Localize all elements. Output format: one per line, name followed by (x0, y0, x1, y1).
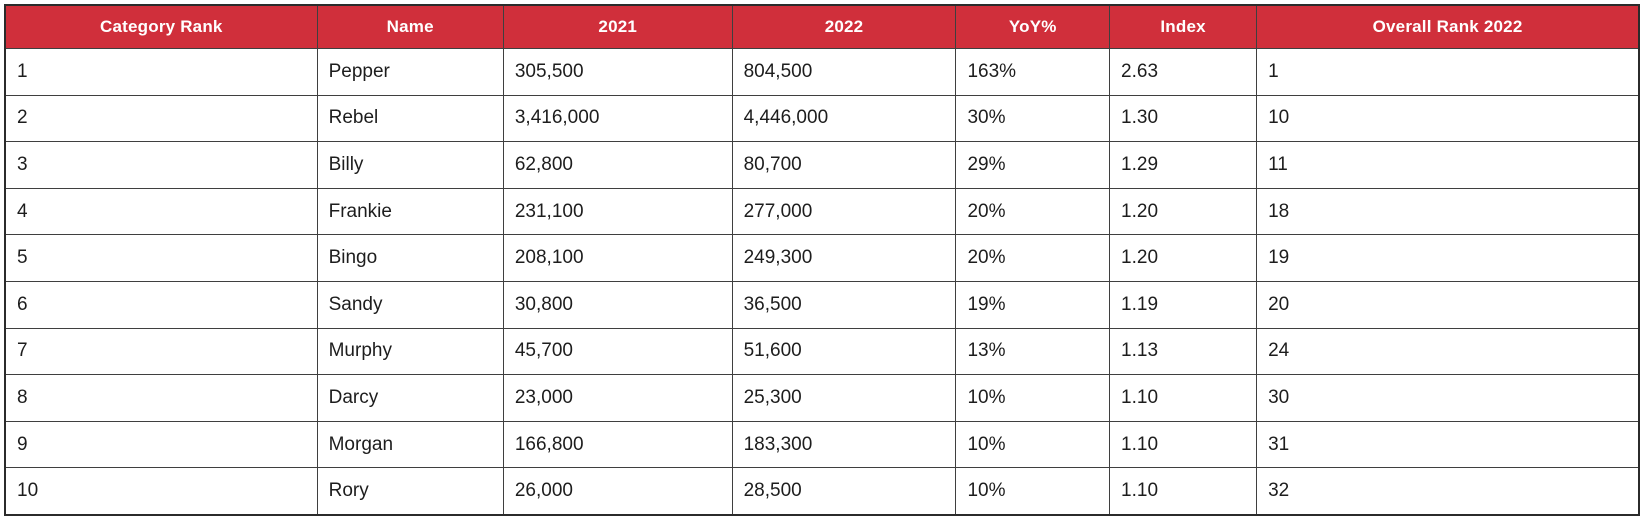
cell-2022: 277,000 (731, 187, 957, 236)
cell-2022: 804,500 (731, 48, 957, 96)
cell-category-rank: 6 (4, 280, 318, 329)
cell-overall-rank-2022: 18 (1256, 187, 1640, 236)
table-row: 8 Darcy 23,000 25,300 10% 1.10 30 (4, 374, 1640, 422)
cell-index: 1.29 (1109, 141, 1258, 189)
cell-2022: 249,300 (731, 234, 957, 282)
cell-name: Rory (316, 467, 504, 516)
cell-category-rank: 2 (4, 94, 318, 143)
table-row: 9 Morgan 166,800 183,300 10% 1.10 31 (4, 420, 1640, 469)
table-row: 1 Pepper 305,500 804,500 163% 2.63 1 (4, 48, 1640, 96)
cell-overall-rank-2022: 31 (1256, 420, 1640, 469)
cell-name: Darcy (316, 374, 504, 422)
cell-index: 1.19 (1109, 280, 1258, 329)
cell-index: 1.30 (1109, 94, 1258, 143)
table-header: Category Rank Name 2021 2022 YoY% Index … (4, 4, 1640, 49)
cell-name: Pepper (316, 48, 504, 96)
cell-2021: 208,100 (502, 234, 733, 282)
cell-2021: 45,700 (502, 327, 733, 376)
cell-overall-rank-2022: 30 (1256, 374, 1640, 422)
cell-2022: 4,446,000 (731, 94, 957, 143)
cell-2022: 51,600 (731, 327, 957, 376)
cell-name: Sandy (316, 280, 504, 329)
table-row: 3 Billy 62,800 80,700 29% 1.29 11 (4, 141, 1640, 189)
cell-2021: 305,500 (502, 48, 733, 96)
cell-overall-rank-2022: 11 (1256, 141, 1640, 189)
cell-name: Murphy (316, 327, 504, 376)
column-header-category-rank: Category Rank (4, 4, 318, 49)
cell-2021: 231,100 (502, 187, 733, 236)
cell-2022: 183,300 (731, 420, 957, 469)
cell-yoy-pct: 10% (955, 374, 1111, 422)
cell-yoy-pct: 20% (955, 234, 1111, 282)
cell-2021: 166,800 (502, 420, 733, 469)
cell-category-rank: 4 (4, 187, 318, 236)
cell-index: 1.10 (1109, 420, 1258, 469)
cell-category-rank: 1 (4, 48, 318, 96)
cell-yoy-pct: 29% (955, 141, 1111, 189)
cell-index: 1.13 (1109, 327, 1258, 376)
cell-index: 1.20 (1109, 187, 1258, 236)
header-row: Category Rank Name 2021 2022 YoY% Index … (4, 4, 1640, 49)
column-header-overall-rank-2022: Overall Rank 2022 (1256, 4, 1640, 49)
cell-index: 2.63 (1109, 48, 1258, 96)
cell-overall-rank-2022: 20 (1256, 280, 1640, 329)
cell-index: 1.10 (1109, 374, 1258, 422)
cell-yoy-pct: 10% (955, 467, 1111, 516)
cell-category-rank: 9 (4, 420, 318, 469)
cell-yoy-pct: 19% (955, 280, 1111, 329)
cell-index: 1.20 (1109, 234, 1258, 282)
table-row: 5 Bingo 208,100 249,300 20% 1.20 19 (4, 234, 1640, 282)
cell-category-rank: 3 (4, 141, 318, 189)
cell-2021: 3,416,000 (502, 94, 733, 143)
cell-yoy-pct: 13% (955, 327, 1111, 376)
cell-overall-rank-2022: 10 (1256, 94, 1640, 143)
column-header-name: Name (316, 4, 504, 49)
table-row: 7 Murphy 45,700 51,600 13% 1.13 24 (4, 327, 1640, 376)
ranking-table: Category Rank Name 2021 2022 YoY% Index … (4, 4, 1640, 516)
table-row: 4 Frankie 231,100 277,000 20% 1.20 18 (4, 187, 1640, 236)
column-header-index: Index (1109, 4, 1258, 49)
cell-yoy-pct: 30% (955, 94, 1111, 143)
cell-category-rank: 5 (4, 234, 318, 282)
table-row: 2 Rebel 3,416,000 4,446,000 30% 1.30 10 (4, 94, 1640, 143)
cell-yoy-pct: 10% (955, 420, 1111, 469)
cell-2021: 26,000 (502, 467, 733, 516)
cell-category-rank: 7 (4, 327, 318, 376)
cell-index: 1.10 (1109, 467, 1258, 516)
cell-2022: 28,500 (731, 467, 957, 516)
cell-category-rank: 10 (4, 467, 318, 516)
column-header-2021: 2021 (502, 4, 733, 49)
cell-name: Frankie (316, 187, 504, 236)
table-row: 10 Rory 26,000 28,500 10% 1.10 32 (4, 467, 1640, 516)
cell-name: Bingo (316, 234, 504, 282)
cell-2021: 23,000 (502, 374, 733, 422)
cell-name: Rebel (316, 94, 504, 143)
cell-2021: 30,800 (502, 280, 733, 329)
column-header-yoy-pct: YoY% (955, 4, 1111, 49)
column-header-2022: 2022 (731, 4, 957, 49)
cell-name: Morgan (316, 420, 504, 469)
cell-overall-rank-2022: 19 (1256, 234, 1640, 282)
cell-overall-rank-2022: 24 (1256, 327, 1640, 376)
cell-2022: 36,500 (731, 280, 957, 329)
cell-2022: 80,700 (731, 141, 957, 189)
table-row: 6 Sandy 30,800 36,500 19% 1.19 20 (4, 280, 1640, 329)
cell-2022: 25,300 (731, 374, 957, 422)
cell-overall-rank-2022: 32 (1256, 467, 1640, 516)
cell-name: Billy (316, 141, 504, 189)
cell-2021: 62,800 (502, 141, 733, 189)
cell-yoy-pct: 20% (955, 187, 1111, 236)
cell-overall-rank-2022: 1 (1256, 48, 1640, 96)
table-body: 1 Pepper 305,500 804,500 163% 2.63 1 2 R… (4, 48, 1640, 516)
cell-category-rank: 8 (4, 374, 318, 422)
cell-yoy-pct: 163% (955, 48, 1111, 96)
